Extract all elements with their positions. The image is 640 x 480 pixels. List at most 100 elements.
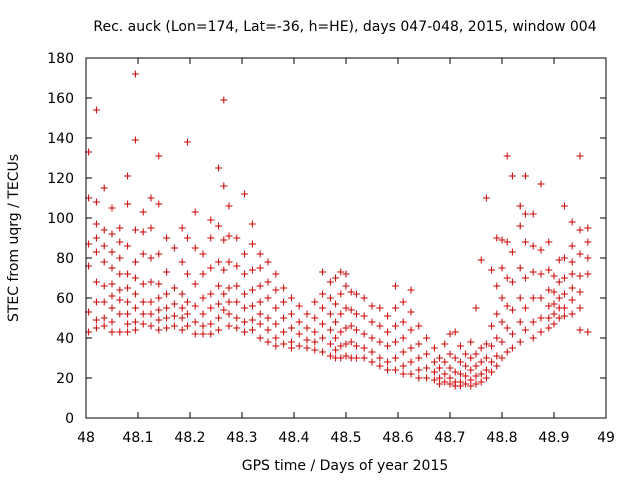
data-point [326, 352, 334, 360]
data-point [147, 254, 155, 262]
data-point [550, 300, 558, 308]
data-point [92, 324, 100, 332]
data-point [100, 282, 108, 290]
data-point [568, 296, 576, 304]
data-point [347, 306, 355, 314]
data-point [163, 304, 171, 312]
data-point [303, 324, 311, 332]
y-tick-label: 60 [56, 291, 74, 307]
data-point [482, 194, 490, 202]
data-point [326, 278, 334, 286]
data-point [568, 270, 576, 278]
data-point [560, 304, 568, 312]
data-point [467, 382, 475, 390]
data-point [264, 326, 272, 334]
data-point [311, 346, 319, 354]
data-point [488, 358, 496, 366]
data-point [584, 254, 592, 262]
data-point [399, 298, 407, 306]
data-point [332, 318, 340, 326]
data-point [529, 294, 537, 302]
data-point [332, 300, 340, 308]
data-point [108, 248, 116, 256]
data-point [467, 338, 475, 346]
data-point [233, 298, 241, 306]
data-point [225, 322, 233, 330]
data-point [215, 314, 223, 322]
data-point [456, 382, 464, 390]
data-point [384, 312, 392, 320]
data-point [360, 312, 368, 320]
data-point [207, 264, 215, 272]
data-point [391, 354, 399, 362]
data-point [272, 342, 280, 350]
x-tick-label: 48.6 [382, 430, 413, 446]
data-point [220, 290, 228, 298]
data-point [116, 238, 124, 246]
y-tick-label: 120 [47, 171, 74, 187]
data-point [207, 330, 215, 338]
data-point [124, 172, 132, 180]
data-point [347, 288, 355, 296]
data-point [272, 320, 280, 328]
data-point [529, 334, 537, 342]
data-point [399, 318, 407, 326]
data-point [241, 250, 249, 258]
data-point [100, 226, 108, 234]
data-point [178, 314, 186, 322]
data-point [241, 328, 249, 336]
data-point [477, 256, 485, 264]
data-point [399, 348, 407, 356]
data-point [436, 354, 444, 362]
data-point [384, 328, 392, 336]
data-point [568, 218, 576, 226]
data-point [178, 304, 186, 312]
data-point [207, 304, 215, 312]
data-point [332, 274, 340, 282]
data-point [319, 304, 327, 312]
data-point [482, 354, 490, 362]
data-point [248, 326, 256, 334]
data-point [472, 304, 480, 312]
data-point [446, 350, 454, 358]
data-point [537, 328, 545, 336]
data-point [199, 294, 207, 302]
data-point [436, 380, 444, 388]
data-point [295, 318, 303, 326]
data-point [311, 314, 319, 322]
data-point [368, 302, 376, 310]
data-point [508, 330, 516, 338]
data-point [100, 298, 108, 306]
data-point [124, 320, 132, 328]
data-point [446, 380, 454, 388]
data-point [256, 282, 264, 290]
data-point [576, 288, 584, 296]
data-point [155, 152, 163, 160]
data-point [116, 296, 124, 304]
data-point [241, 304, 249, 312]
data-point [124, 298, 132, 306]
data-point [508, 248, 516, 256]
data-point [529, 318, 537, 326]
data-point [183, 322, 191, 330]
data-point [467, 366, 475, 374]
data-point [384, 358, 392, 366]
data-point [163, 324, 171, 332]
data-point [352, 326, 360, 334]
data-point [467, 354, 475, 362]
data-point [472, 350, 480, 358]
data-point [360, 344, 368, 352]
data-point [342, 324, 350, 332]
data-point [215, 258, 223, 266]
data-point [92, 316, 100, 324]
data-point [376, 304, 384, 312]
data-point [521, 210, 529, 218]
plot-frame [85, 57, 607, 419]
data-point [155, 200, 163, 208]
data-point [287, 294, 295, 302]
data-point [337, 354, 345, 362]
data-point [391, 282, 399, 290]
data-point [287, 324, 295, 332]
data-point [147, 224, 155, 232]
